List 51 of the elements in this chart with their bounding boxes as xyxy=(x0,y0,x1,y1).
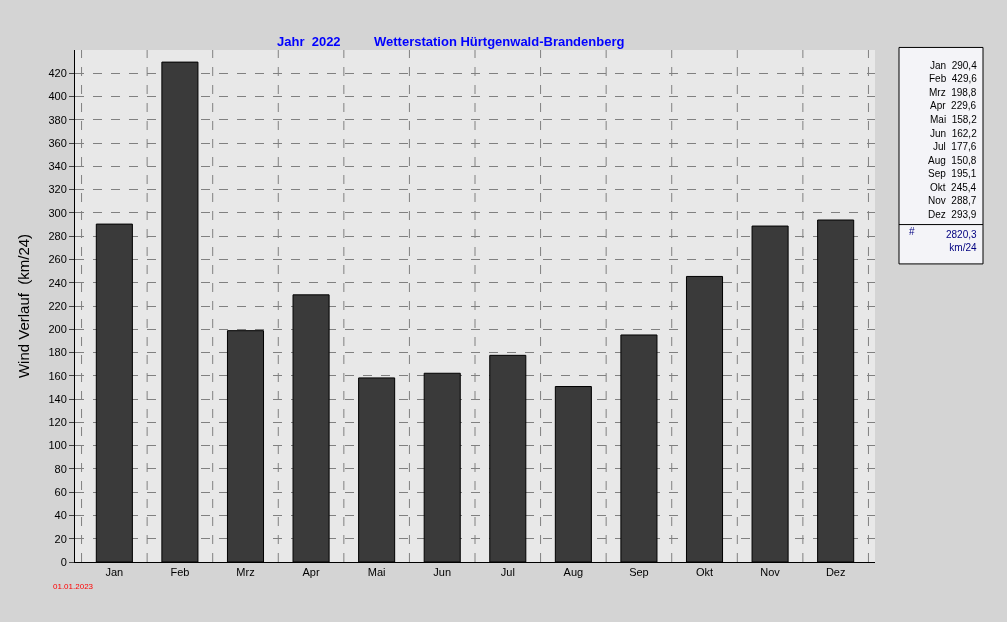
x-tick-label: Okt xyxy=(695,566,714,579)
y-tick-label: 220 xyxy=(48,299,67,312)
y-tick-label: 240 xyxy=(48,276,67,289)
category-label: Aug 150,8 xyxy=(928,155,977,166)
x-tick-label: Mrz xyxy=(236,566,255,579)
x-tick-label: Jul xyxy=(500,566,515,579)
chart-title: Jahr 2022 xyxy=(277,34,341,49)
y-tick-label: 360 xyxy=(48,136,67,149)
chart-subtitle: Wetterstation Hürtgenwald-Brandenberg xyxy=(374,34,625,49)
y-tick-label: 340 xyxy=(48,160,67,173)
y-tick-label: 100 xyxy=(48,439,67,452)
category-label: Jun 162,2 xyxy=(930,128,977,139)
y-tick-label: 0 xyxy=(60,555,67,568)
y-tick-label: 160 xyxy=(48,369,67,382)
y-tick-label: 320 xyxy=(48,183,67,196)
x-tick-label: Jun xyxy=(433,566,452,579)
y-tick-label: 60 xyxy=(54,486,67,499)
category-label: Apr 229,6 xyxy=(930,100,977,111)
x-tick-label: Jan xyxy=(105,566,124,579)
y-tick-label: 80 xyxy=(54,462,67,475)
x-tick-label: Sep xyxy=(629,566,649,579)
category-label: Jul 177,6 xyxy=(933,141,977,152)
y-tick-label: 420 xyxy=(48,67,67,80)
x-tick-label: Aug xyxy=(563,566,584,579)
y-tick-label: 300 xyxy=(48,206,67,219)
y-tick-label: 380 xyxy=(48,113,67,126)
y-tick-label: 400 xyxy=(48,90,67,103)
category-label: Sep 195,1 xyxy=(928,168,977,179)
x-tick-label: Apr xyxy=(302,566,320,579)
y-tick-label: 200 xyxy=(48,323,67,336)
text: 01.01.2023 xyxy=(53,582,94,591)
y-tick-label: 260 xyxy=(48,253,67,266)
y-tick-label: 140 xyxy=(48,392,67,405)
category-label: Okt 245,4 xyxy=(930,182,977,193)
category-label: Nov 288,7 xyxy=(928,195,977,206)
category-label: Mai 158,2 xyxy=(930,114,977,125)
category-label: Dez 293,9 xyxy=(928,209,977,220)
x-tick-label: Dez xyxy=(825,566,846,579)
category-label: Jan 290,4 xyxy=(930,60,977,71)
x-tick-label: Nov xyxy=(760,566,781,579)
y-tick-label: 180 xyxy=(48,346,67,359)
text: # 2820,3 km/24 xyxy=(909,226,977,253)
y-axis-title: Wind Verlauf (km/24) xyxy=(14,233,32,379)
x-tick-label: Feb xyxy=(170,566,190,579)
y-tick-label: 40 xyxy=(54,509,67,522)
y-tick-label: 20 xyxy=(54,532,67,545)
category-label: Mrz 198,8 xyxy=(929,87,977,98)
y-tick-label: 280 xyxy=(48,230,67,243)
x-tick-label: Mai xyxy=(367,566,386,579)
category-label: Feb 429,6 xyxy=(929,73,977,84)
y-tick-label: 120 xyxy=(48,416,67,429)
